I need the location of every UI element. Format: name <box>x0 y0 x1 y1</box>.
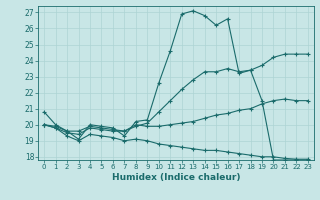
X-axis label: Humidex (Indice chaleur): Humidex (Indice chaleur) <box>112 173 240 182</box>
